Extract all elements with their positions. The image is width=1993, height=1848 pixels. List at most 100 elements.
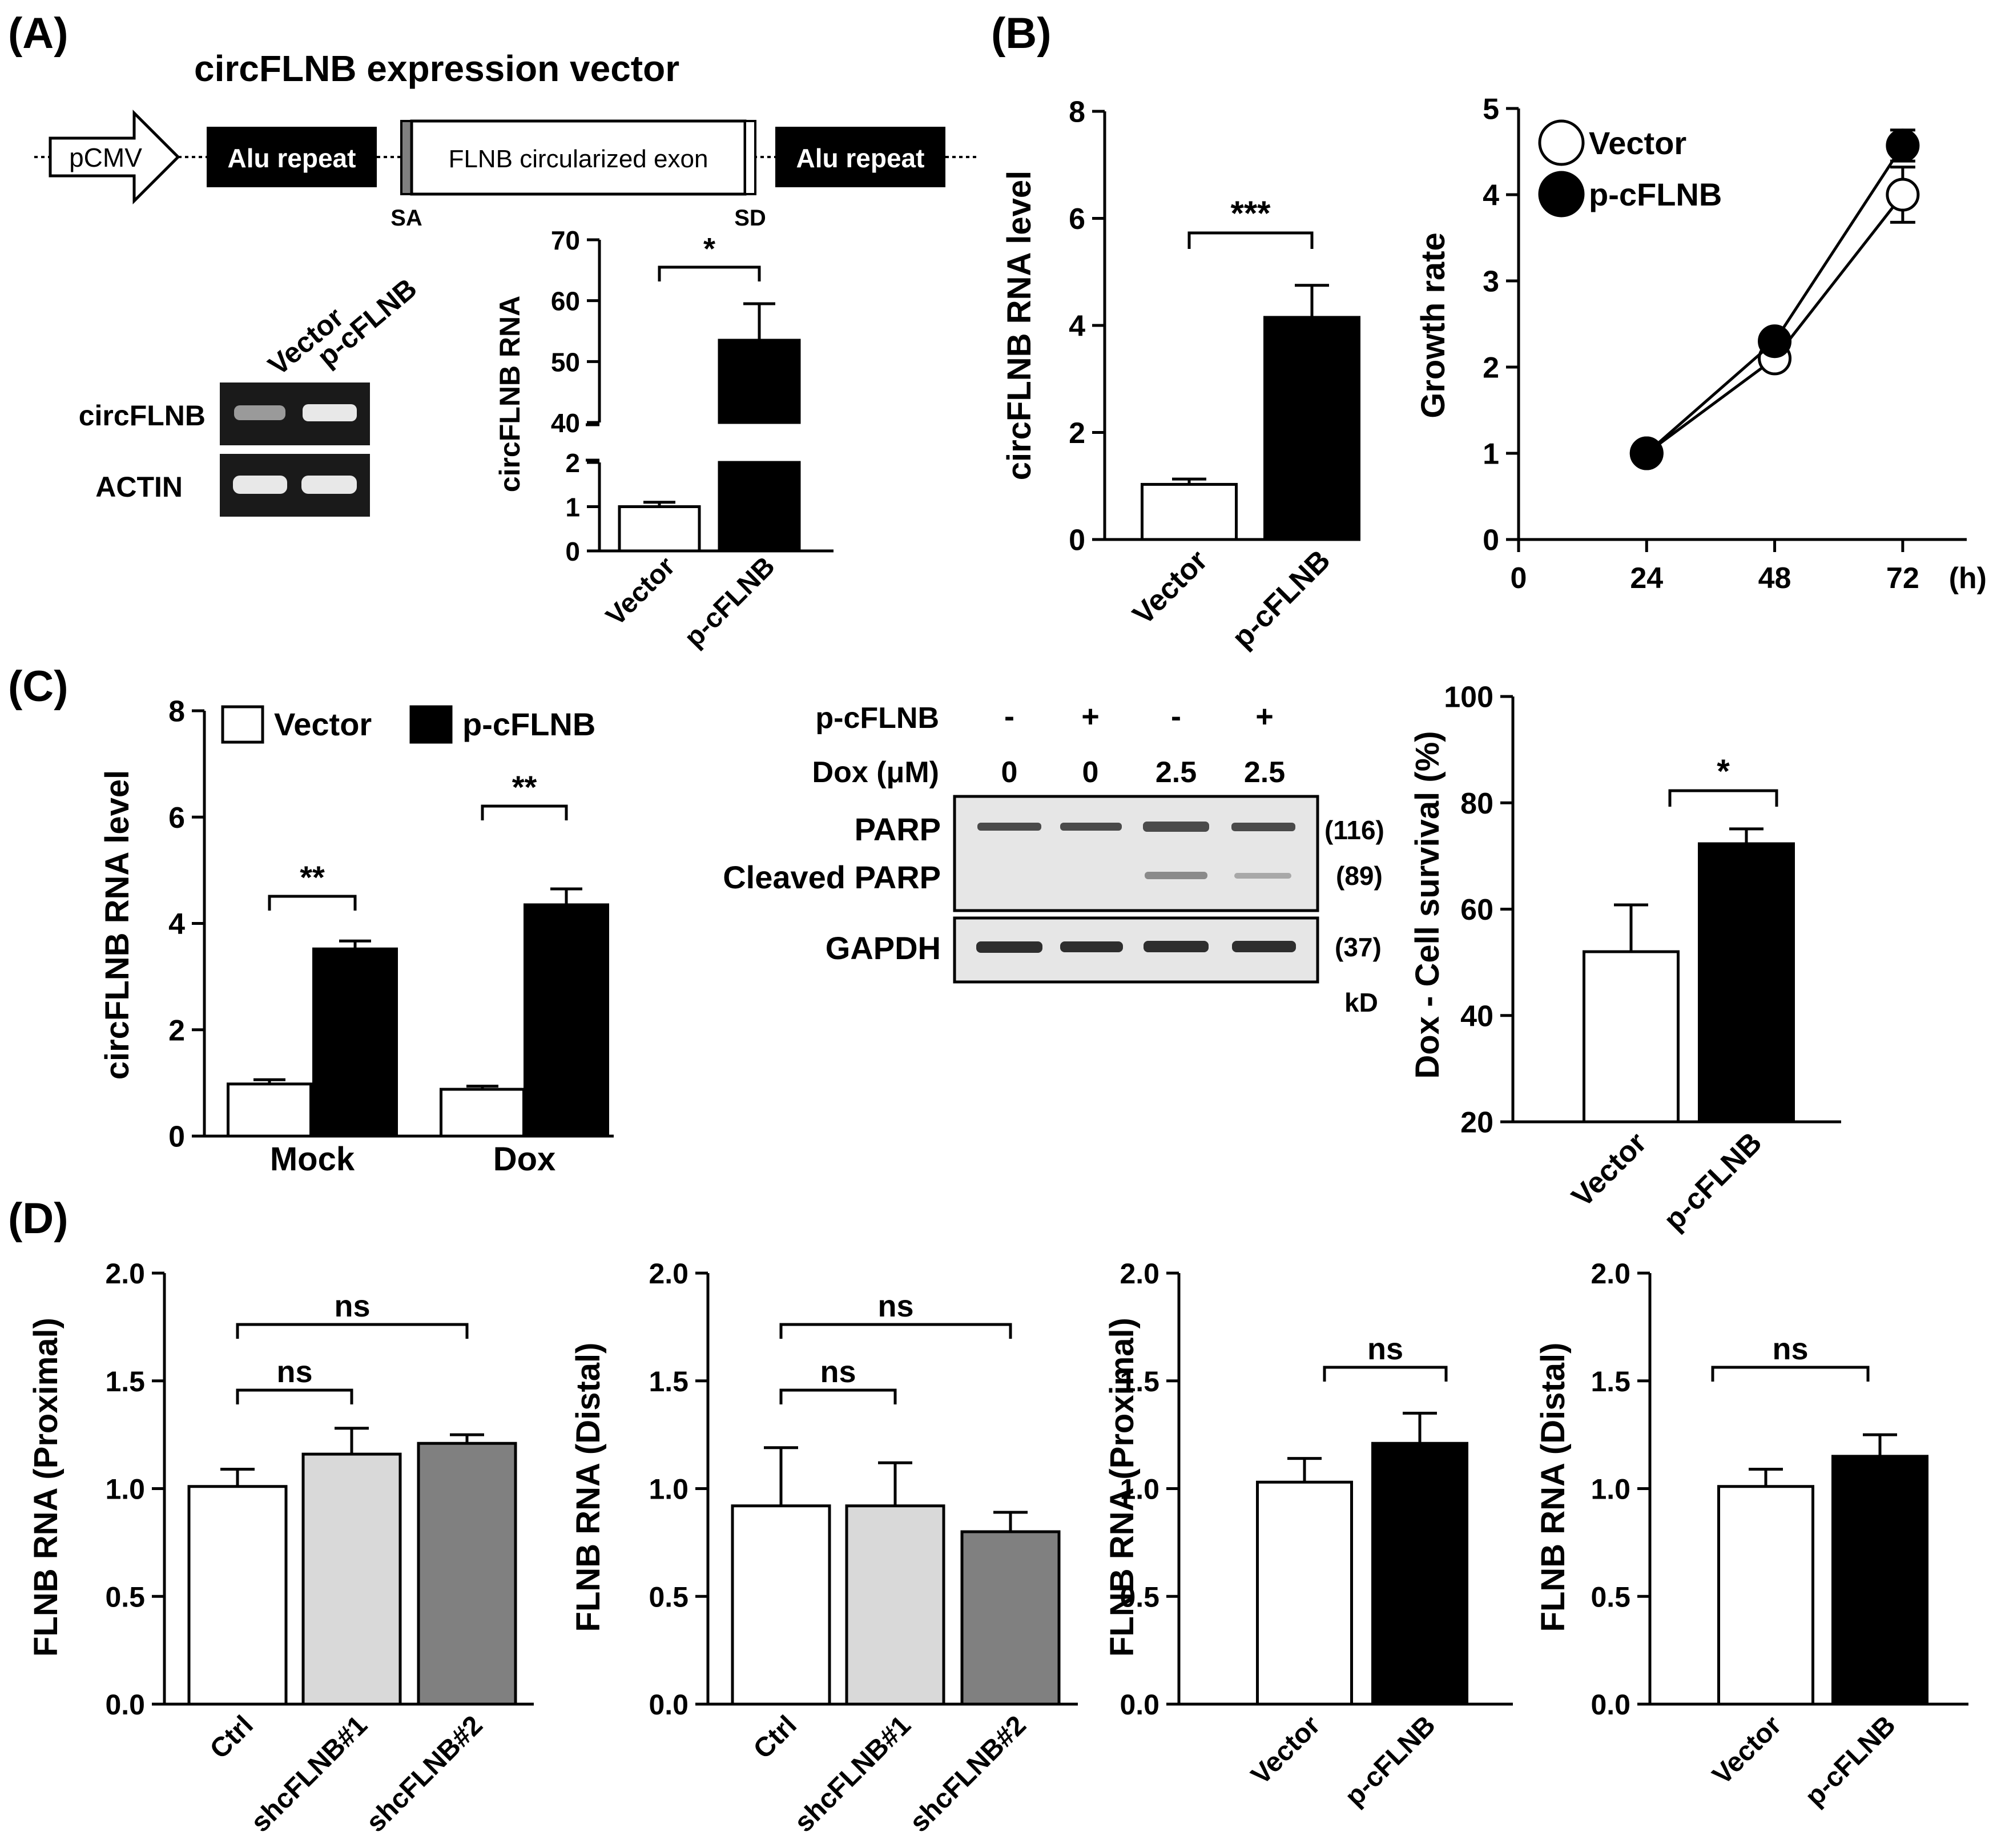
panel-label-d: (D) — [8, 1194, 69, 1243]
bl-ytick-label-2: 2 — [1483, 352, 1499, 385]
cs-sig-label: * — [1717, 753, 1730, 790]
cs-bar-1 — [1698, 842, 1795, 1124]
b-bar-0 — [1141, 482, 1238, 541]
gel-band-actin-pcflnb — [301, 476, 357, 494]
bl-legend-label-1: p-cFLNB — [1589, 176, 1722, 212]
pcmv-label: pCMV — [69, 143, 142, 172]
cs-err-1 — [1729, 827, 1763, 844]
cs-bracket — [1668, 789, 1778, 807]
chartD2-xlabel-2: shcFLNB#2 — [904, 1710, 1032, 1838]
wb-pcflnb-4: + — [1255, 699, 1274, 734]
b-bar-1 — [1263, 316, 1360, 541]
chartD4-ylabel: FLNB RNA (Distal) — [1535, 1343, 1572, 1632]
chartD2-ytick-label-2: 1.0 — [649, 1473, 689, 1505]
chartD4-bar-1 — [1831, 1455, 1928, 1706]
wb-size-116: (116) — [1324, 815, 1384, 845]
chartD2-ylabel: FLNB RNA (Distal) — [570, 1343, 607, 1632]
c-xlabel-1: Dox — [493, 1141, 556, 1178]
chartD2-ytick-label-3: 1.5 — [649, 1366, 689, 1398]
b-ytick-label-2: 4 — [1069, 310, 1085, 343]
flnb-exon-label: FLNB circularized exon — [449, 145, 708, 173]
construct-title: circFLNB expression vector — [194, 48, 679, 89]
cs-bar-0 — [1583, 950, 1680, 1124]
chartD4-ytick-label-1: 0.5 — [1591, 1581, 1630, 1613]
c-err-1-1 — [550, 887, 582, 905]
wb-band-parp-2 — [1060, 823, 1122, 831]
b-ytick-label-1: 2 — [1069, 417, 1085, 450]
chartD2-ytick-label-4: 2.0 — [649, 1258, 689, 1290]
wb-cond-pcflnb: p-cFLNB — [815, 702, 939, 735]
chartD2-xlabel-0: Ctrl — [748, 1710, 803, 1765]
a-xlabel-0: Vector — [601, 551, 681, 631]
gel-band-circflnb-pcflnb — [303, 404, 357, 421]
chartD1-bar-1 — [301, 1452, 402, 1706]
chartD2-1-bracket — [779, 1388, 897, 1404]
splice-acceptor-box — [400, 120, 413, 195]
chartD3-0-bracket — [1323, 1366, 1448, 1382]
chartD2-err-1 — [878, 1461, 912, 1506]
b-ylabel: circFLNB RNA level — [1001, 171, 1038, 481]
bl-point-1-2 — [1886, 128, 1920, 163]
bl-xtick-label-0: 0 — [1511, 562, 1527, 595]
chartD3-ylabel: FLNB RNA (Proximal) — [1104, 1318, 1141, 1657]
cs-xlabel-0: Vector — [1565, 1126, 1653, 1213]
chartD1-0-sig-label: ns — [334, 1289, 370, 1323]
wb-band-parp-4 — [1231, 823, 1295, 831]
bl-legend-marker-1 — [1538, 171, 1585, 218]
bl-ytick-label-3: 3 — [1483, 265, 1499, 299]
pcmv-arrow — [49, 109, 180, 205]
chartD2-ytick-label-0: 0.0 — [649, 1689, 689, 1721]
chartD1-1-sig-label: ns — [276, 1355, 312, 1389]
c-bar-0-1 — [312, 947, 398, 1138]
c-err-0-1 — [339, 939, 371, 949]
c-legend-label-1: p-cFLNB — [462, 706, 595, 742]
gel-row-circflnb: circFLNB — [79, 400, 206, 432]
bl-xtick-label-2: 48 — [1758, 562, 1791, 595]
chartD3-bar-1 — [1371, 1442, 1468, 1706]
b-ytick-label-4: 8 — [1069, 96, 1085, 129]
chartD1-ytick-label-1: 0.5 — [105, 1581, 145, 1613]
wb-band-gapdh-3 — [1144, 941, 1209, 952]
bl-ytick-label-0: 0 — [1483, 524, 1499, 557]
a-sig-label: * — [703, 232, 715, 266]
chartD1-0-bracket — [236, 1323, 469, 1339]
b-err-1 — [1295, 284, 1329, 317]
c-ylabel: circFLNB RNA level — [99, 770, 136, 1080]
chartD1-1-bracket — [236, 1388, 353, 1404]
a-bar-vector — [618, 505, 701, 553]
gel-band-circflnb-vector — [234, 405, 285, 420]
c-ytick-label-2: 4 — [168, 908, 185, 941]
chartD2-0-sig-label: ns — [877, 1289, 913, 1323]
alu-repeat-right — [775, 127, 945, 187]
wb-membrane-parp — [953, 795, 1319, 912]
c-legend-label-0: Vector — [274, 706, 372, 742]
alu-repeat-right-label: Alu repeat — [796, 143, 925, 173]
b-xlabel-1: p-cFLNB — [1226, 543, 1336, 654]
bl-xunit: (h) — [1949, 562, 1987, 595]
a-ylabel: circFLNB RNA — [494, 296, 526, 492]
alu-repeat-left-label: Alu repeat — [228, 143, 356, 173]
bl-ytick-label-4: 4 — [1483, 179, 1499, 212]
a-bracket — [658, 265, 761, 281]
a-xlabel-1: p-cFLNB — [679, 551, 781, 653]
cs-ytick-label-0: 20 — [1460, 1106, 1493, 1140]
cs-ytick-label-3: 80 — [1460, 787, 1493, 820]
c-0-bracket — [268, 895, 357, 911]
cs-err-0 — [1614, 903, 1648, 952]
chartD1-ytick-label-3: 1.5 — [105, 1366, 145, 1398]
a-ytick-low-label-1: 1 — [565, 493, 580, 522]
c-xlabel-0: Mock — [270, 1141, 355, 1178]
chartD1-bar-2 — [417, 1442, 517, 1706]
wb-dox-2: 0 — [1082, 756, 1099, 789]
panel-label-c: (C) — [8, 662, 69, 711]
cs-ytick-label-4: 100 — [1444, 681, 1493, 714]
chartD4-0-sig-label: ns — [1772, 1332, 1808, 1366]
wb-pcflnb-2: + — [1081, 699, 1100, 734]
chartD1-ytick-label-0: 0.0 — [105, 1689, 145, 1721]
bl-ytick-label-5: 5 — [1483, 93, 1499, 126]
chartD2-xlabel-1: shcFLNB#1 — [789, 1710, 917, 1838]
